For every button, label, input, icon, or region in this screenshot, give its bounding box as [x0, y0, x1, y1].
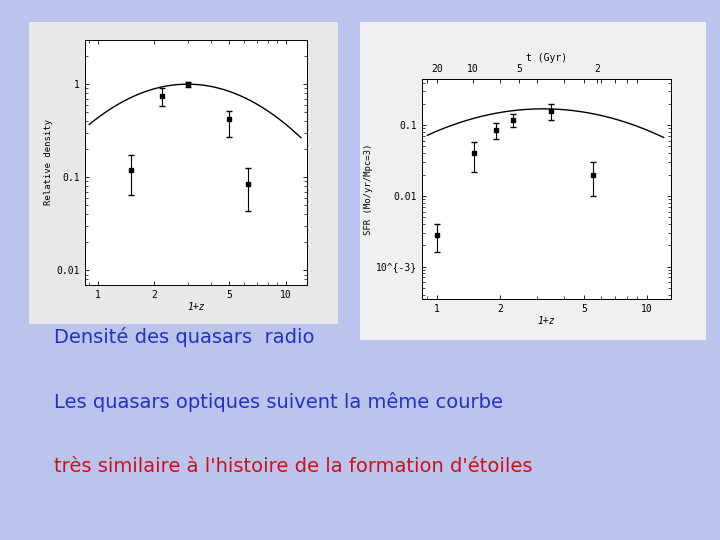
Text: Densité des quasars  radio: Densité des quasars radio: [54, 327, 315, 347]
Y-axis label: Relative density: Relative density: [45, 119, 53, 205]
X-axis label: t (Gyr): t (Gyr): [526, 53, 567, 63]
Text: Les quasars optiques suivent la même courbe: Les quasars optiques suivent la même cou…: [54, 392, 503, 411]
Y-axis label: SFR (Mo/yr/Mpc=3): SFR (Mo/yr/Mpc=3): [364, 143, 374, 234]
Text: très similaire à l'histoire de la formation d'étoiles: très similaire à l'histoire de la format…: [54, 457, 533, 476]
X-axis label: 1+z: 1+z: [187, 302, 204, 312]
X-axis label: 1+z: 1+z: [538, 316, 555, 326]
